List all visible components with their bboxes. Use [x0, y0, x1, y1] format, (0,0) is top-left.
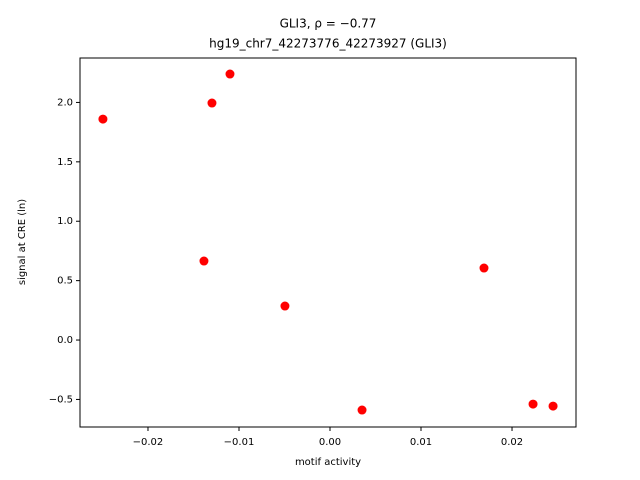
point: [207, 98, 217, 108]
y-axis-label: signal at CRE (ln): [17, 199, 28, 285]
point: [528, 399, 538, 409]
y-tick-label: 1.0: [57, 216, 73, 227]
y-tick-label: 2.0: [57, 97, 73, 108]
y-tick-label: 0.5: [57, 276, 73, 287]
x-tick-label: 0.00: [319, 437, 341, 448]
point: [548, 401, 558, 411]
chart-subtitle: hg19_chr7_42273776_42273927 (GLI3): [209, 37, 447, 51]
y-tick-label: −0.5: [49, 394, 73, 405]
point: [98, 114, 108, 124]
point: [357, 405, 367, 415]
point: [479, 263, 489, 273]
x-tick-label: −0.02: [133, 437, 164, 448]
point: [280, 301, 290, 311]
x-tick-label: 0.02: [501, 437, 523, 448]
plot-frame: [79, 57, 577, 428]
y-tick-label: 0.0: [57, 335, 73, 346]
y-tick-label: 1.5: [57, 157, 73, 168]
x-tick-label: −0.01: [224, 437, 255, 448]
x-axis-label: motif activity: [295, 457, 361, 468]
point: [199, 256, 209, 266]
point: [225, 69, 235, 79]
chart-title: GLI3, ρ = −0.77: [280, 17, 377, 31]
x-tick-label: 0.01: [410, 437, 432, 448]
